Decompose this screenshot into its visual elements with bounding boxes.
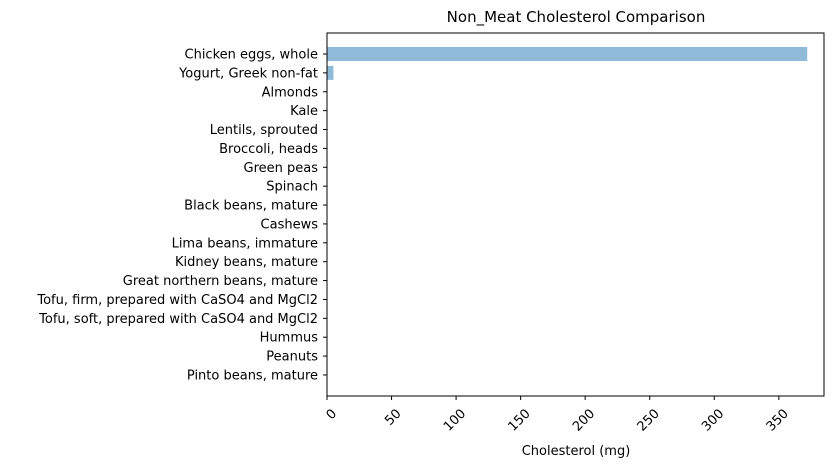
y-tick-label: Yogurt, Greek non-fat bbox=[178, 66, 318, 81]
plot-area: Chicken eggs, whole Yogurt, Greek non-fat… bbox=[36, 47, 808, 435]
y-tick-label: Cashews bbox=[261, 217, 319, 232]
x-tick-label: 200 bbox=[570, 406, 598, 434]
y-tick-label: Tofu, firm, prepared with CaSO4 and MgCl… bbox=[36, 293, 318, 308]
y-tick-label: Green peas bbox=[244, 161, 319, 176]
y-tick-label: Great northern beans, mature bbox=[123, 274, 318, 289]
bar bbox=[327, 65, 334, 80]
y-tick-label: Black beans, mature bbox=[184, 199, 318, 214]
y-tick-label: Pinto beans, mature bbox=[187, 368, 318, 383]
bar bbox=[327, 47, 808, 61]
x-tick-label: 300 bbox=[699, 406, 727, 434]
y-tick-label: Almonds bbox=[262, 85, 319, 100]
y-tick-label: Spinach bbox=[266, 180, 318, 195]
chart-title: Non_Meat Cholesterol Comparison bbox=[447, 8, 706, 27]
x-tick-label: 0 bbox=[324, 406, 340, 422]
y-tick-label: Lima beans, immature bbox=[172, 236, 318, 251]
x-tick-label: 150 bbox=[506, 406, 534, 434]
x-tick-label: 100 bbox=[441, 406, 469, 434]
y-tick-label: Peanuts bbox=[266, 350, 318, 365]
x-axis-label: Cholesterol (mg) bbox=[522, 444, 631, 459]
axes-frame bbox=[326, 32, 825, 397]
y-tick-label: Lentils, sprouted bbox=[210, 123, 318, 138]
y-tick-label: Broccoli, heads bbox=[219, 142, 318, 157]
y-tick-label: Kale bbox=[290, 104, 318, 119]
y-tick-label: Kidney beans, mature bbox=[175, 255, 318, 270]
x-tick-label: 50 bbox=[382, 406, 404, 428]
y-tick-label: Hummus bbox=[260, 331, 319, 346]
y-tick-label: Tofu, soft, prepared with CaSO4 and MgCl… bbox=[38, 312, 318, 327]
x-tick-label: 250 bbox=[635, 406, 663, 434]
x-tick-label: 350 bbox=[764, 406, 792, 434]
y-tick-label: Chicken eggs, whole bbox=[185, 48, 319, 63]
